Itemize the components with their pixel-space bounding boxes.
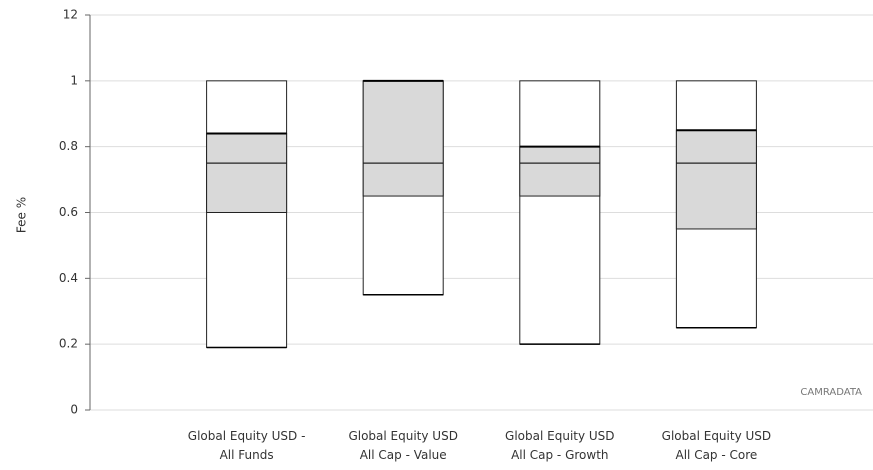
quartile-box: [675, 129, 757, 230]
y-tick-label: 0.2: [59, 337, 78, 351]
x-tick-label: Global Equity USD - All Funds: [188, 429, 306, 462]
range-box: [206, 80, 288, 348]
x-tick-label: Global Equity USD All Cap - Core: [662, 429, 772, 462]
quartile-box: [206, 133, 288, 213]
y-tick-label: 1: [70, 73, 78, 87]
x-tick-label: Global Equity USD All Cap - Value: [348, 429, 458, 462]
x-tick-label: Global Equity USD All Cap - Growth: [505, 429, 615, 462]
y-tick-label: 0: [70, 403, 78, 417]
x-tick-label-line: Global Equity USD: [348, 429, 458, 443]
quartile-box: [519, 146, 601, 197]
x-tick-label-line: All Funds: [220, 448, 274, 462]
range-box: [519, 80, 601, 345]
y-axis-label: Fee %: [15, 197, 29, 233]
x-tick-label-line: Global Equity USD -: [188, 429, 306, 443]
x-tick-label-line: All Cap - Value: [360, 448, 447, 462]
quartile-box: [362, 80, 444, 197]
y-tick-label: 0.8: [59, 139, 78, 153]
x-tick-label-line: All Cap - Core: [676, 448, 758, 462]
watermark: CAMRADATA: [800, 387, 862, 398]
x-tick-label-line: Global Equity USD: [662, 429, 772, 443]
x-tick-label-line: All Cap - Growth: [511, 448, 608, 462]
y-tick-label: 0.6: [59, 205, 78, 219]
y-tick-label: 12: [63, 8, 78, 22]
y-tick-label: 0.4: [59, 271, 78, 285]
x-tick-label-line: Global Equity USD: [505, 429, 615, 443]
